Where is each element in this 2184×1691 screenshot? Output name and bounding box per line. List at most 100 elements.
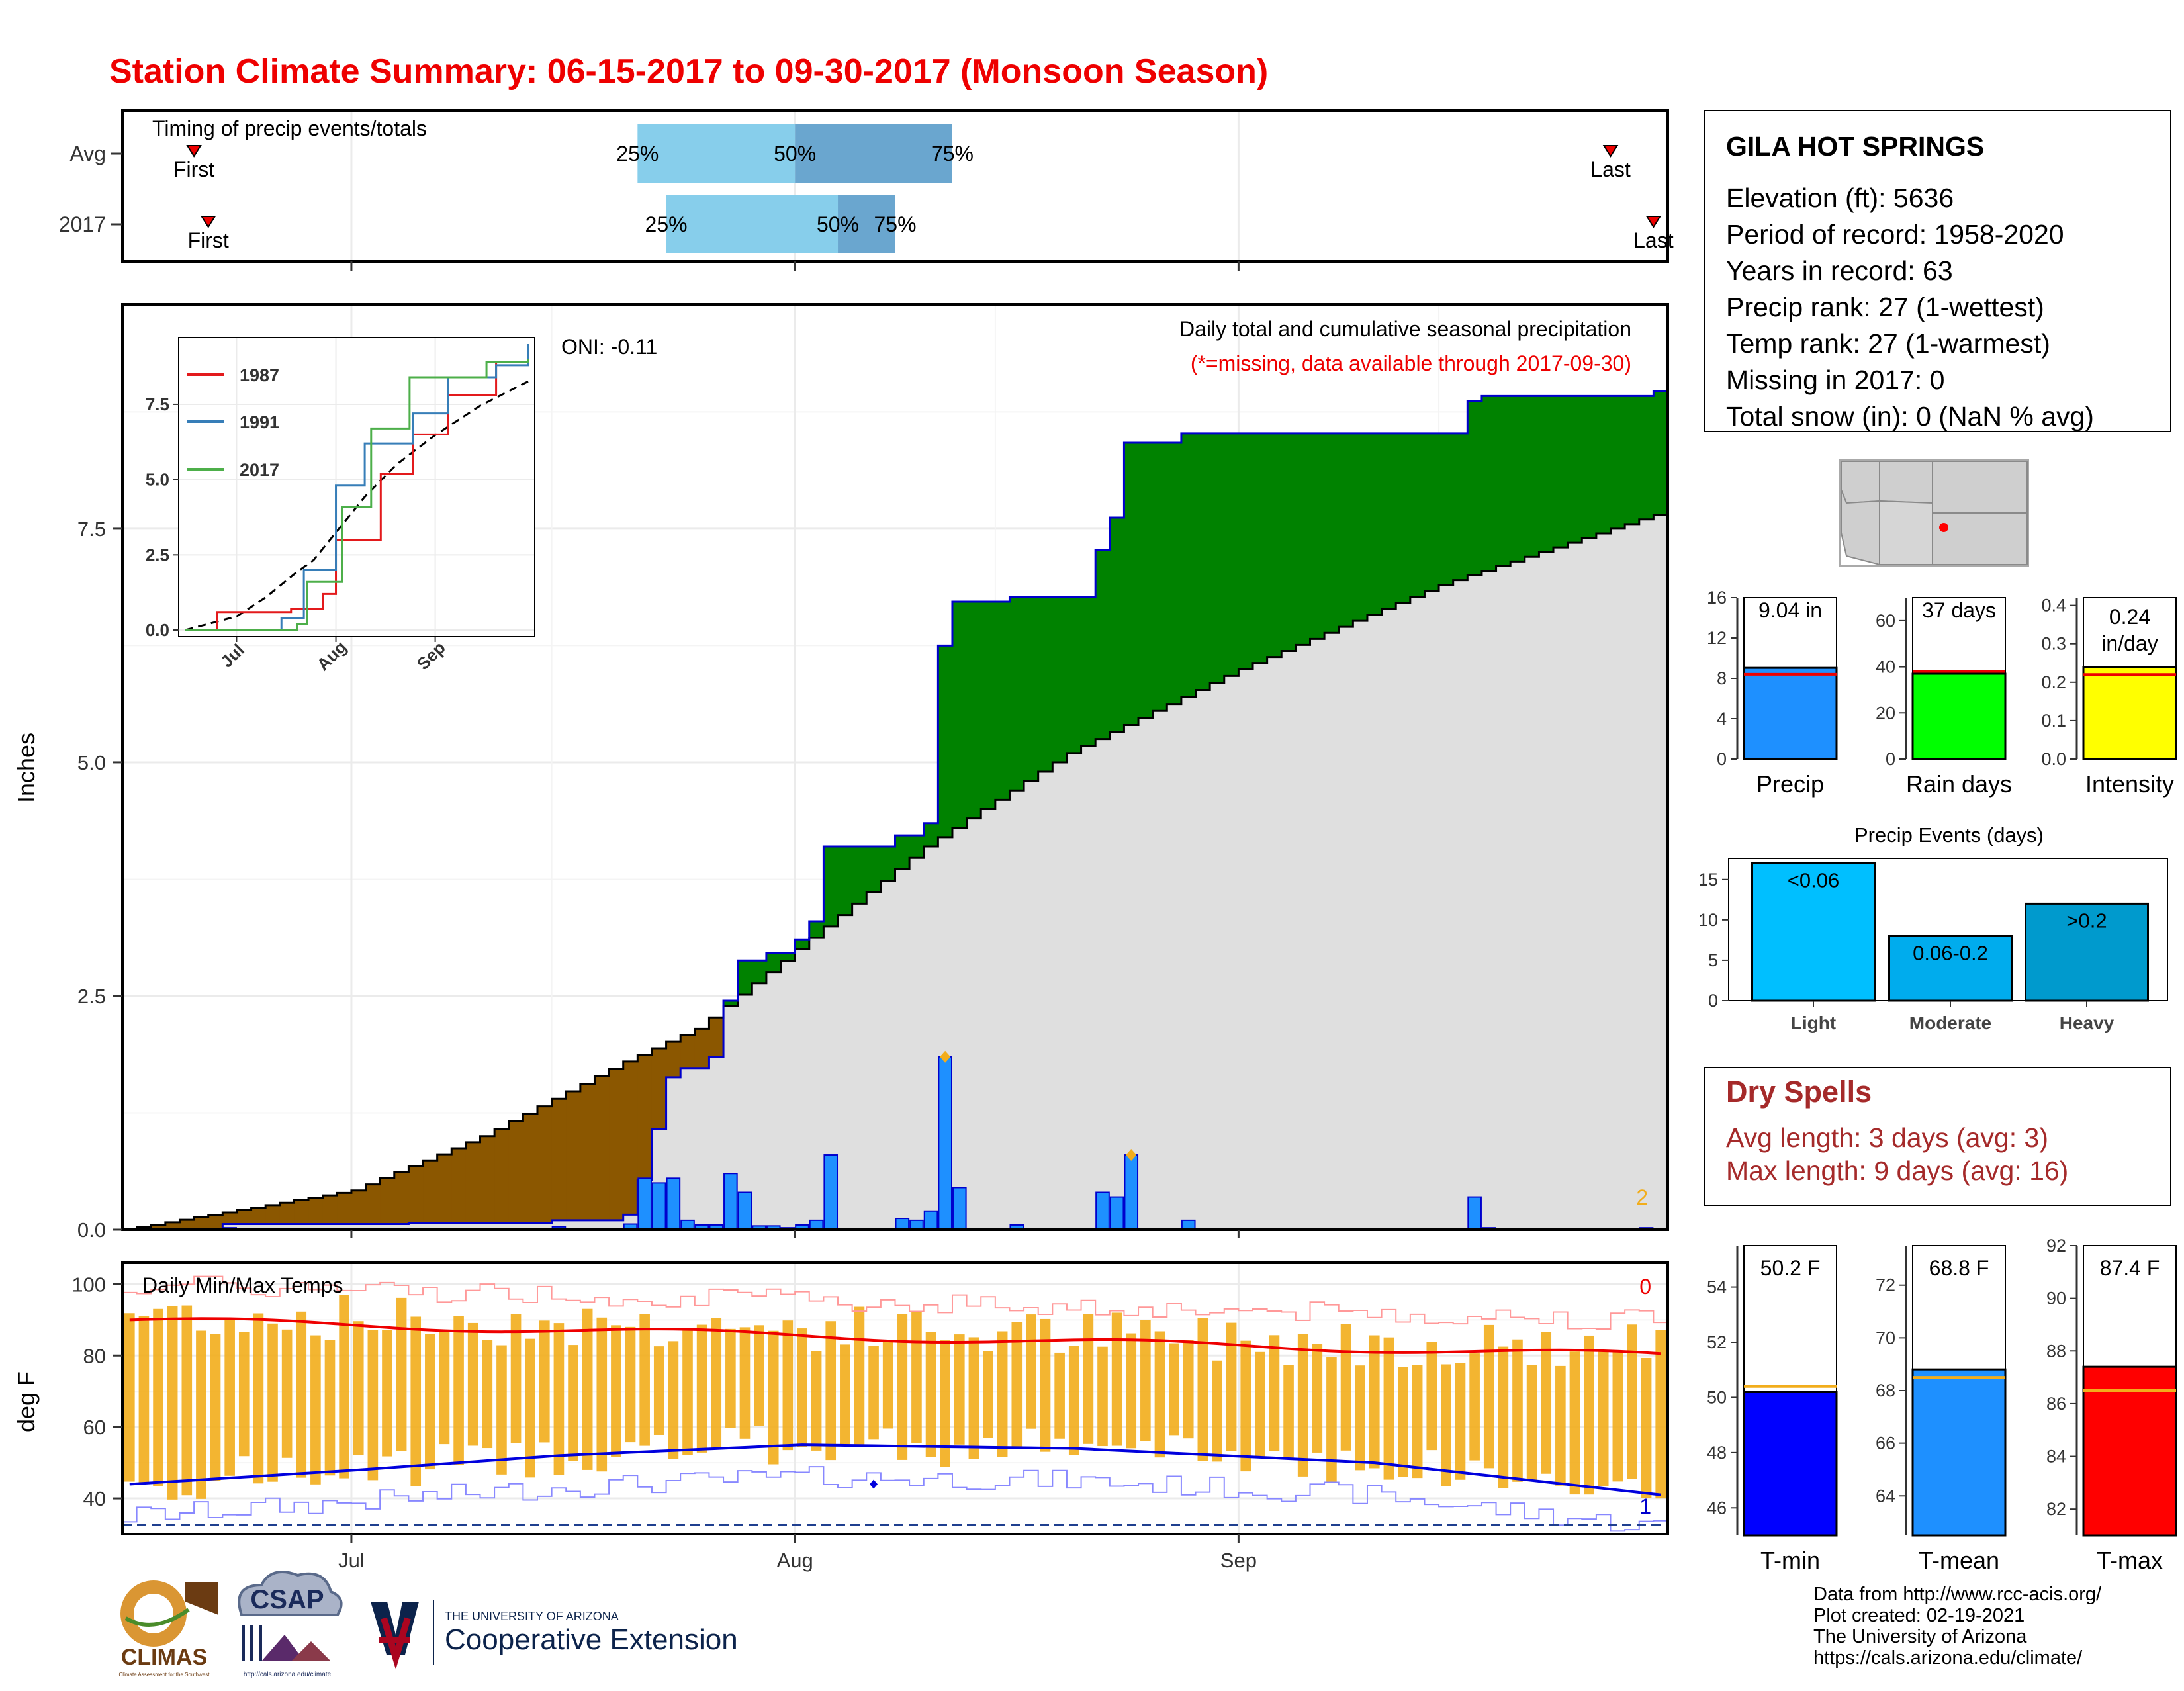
climas-logo: CLIMAS Climate Assessment for the Southw… (119, 1580, 218, 1678)
area-surplus (1524, 396, 1540, 557)
area-deficit (337, 1193, 352, 1224)
footer-line-university: The University of Arizona (1813, 1626, 2027, 1647)
timing-first-marker (186, 145, 202, 158)
area-deficit (408, 1166, 424, 1224)
daily-temp-range-bar (510, 1314, 522, 1443)
area-surplus (823, 846, 839, 927)
area-surplus (1553, 396, 1569, 548)
area-surplus (1596, 396, 1612, 533)
daily-precip-bar (1181, 1219, 1196, 1230)
area-surplus (795, 940, 810, 950)
area-surplus (852, 846, 867, 904)
station-location-marker (1939, 523, 1948, 532)
precip-missing-count: 2 (1636, 1185, 1648, 1209)
temp-bar-tick-label: 90 (2046, 1289, 2066, 1308)
summary-bar-tick-label: 0.0 (2041, 749, 2066, 769)
area-deficit (680, 1035, 696, 1068)
month-x-tick-label: Aug (777, 1549, 813, 1572)
daily-temp-range-bar (1340, 1324, 1351, 1451)
area-surplus (1295, 433, 1311, 645)
daily-temp-range-bar (281, 1329, 293, 1458)
daily-precip-bar (1467, 1196, 1482, 1231)
daily-temp-range-bar (925, 1332, 936, 1457)
daily-temp-range-bar (1240, 1340, 1251, 1472)
daily-temp-range-bar (696, 1324, 707, 1453)
area-surplus (1439, 433, 1454, 585)
daily-temp-range-bar (682, 1328, 693, 1455)
temp-bar-tick-label: 82 (2046, 1499, 2066, 1519)
inset-legend-2017: 2017 (240, 460, 279, 480)
daily-temp-range-bar (968, 1337, 979, 1459)
inset-y-tick-label: 0.0 (146, 620, 169, 640)
daily-temp-range-bar (940, 1340, 950, 1467)
area-deficit (151, 1224, 166, 1230)
timing-q50-label: 50% (774, 142, 816, 165)
temp-bar-tick-label: 54 (1707, 1277, 1727, 1297)
station-line-elevation: Elevation (ft): 5636 (1726, 183, 1954, 213)
oni-label: ONI: -0.11 (561, 335, 657, 359)
area-surplus (1338, 433, 1353, 627)
timing-bar-q25-q50 (666, 195, 839, 253)
daily-temp-range-bar (353, 1321, 364, 1455)
inset-frame (178, 337, 535, 637)
avg-cumulative-line (122, 514, 1668, 1231)
daily-temp-range-bar (1655, 1330, 1666, 1499)
temp-bar-tick-label: 92 (2046, 1236, 2066, 1256)
daily-temp-range-bar (768, 1330, 779, 1465)
timing-q50-label: 50% (817, 212, 859, 236)
timing-q75-label: 75% (874, 212, 916, 236)
area-deficit (666, 1042, 681, 1077)
daily-temp-range-bar (840, 1344, 850, 1445)
area-deficit (437, 1154, 452, 1224)
daily-temp-range-bar (1255, 1351, 1265, 1457)
temp-bar-tick-label: 88 (2046, 1341, 2066, 1361)
daily-temp-range-bar (196, 1330, 206, 1499)
daily-temp-range-bar (1641, 1357, 1652, 1498)
timing-q75-label: 75% (931, 142, 974, 165)
timing-last-marker (1602, 145, 1619, 158)
summary-bar-tick-label: 40 (1876, 657, 1895, 677)
daily-precip-bar (651, 1182, 666, 1230)
daily-temp-range-bar (1569, 1351, 1580, 1495)
daily-temp-range-bar (825, 1321, 837, 1461)
daily-temp-range-bar (1326, 1357, 1337, 1483)
daily-temp-range-bar (467, 1322, 478, 1446)
daily-temp-range-bar (754, 1325, 764, 1426)
inset-y-tick-label: 7.5 (146, 394, 169, 414)
daily-temp-range-bar (582, 1308, 593, 1470)
station-line-missing: Missing in 2017: 0 (1726, 365, 1944, 395)
precip-event-bar-value: >0.2 (2066, 909, 2107, 932)
csap-logo: CSAP http://cals.arizona.edu/climate (238, 1571, 343, 1678)
summary-bar-tick-label: 20 (1876, 703, 1895, 723)
inset-line-1987 (185, 350, 529, 631)
precip-y-tick-label: 7.5 (77, 518, 106, 541)
daily-precip-bar (737, 1191, 752, 1230)
area-surplus (1109, 517, 1125, 733)
precip-y-tick-label: 5.0 (77, 751, 106, 774)
daily-temp-range-bar (1627, 1324, 1637, 1479)
daily-temp-range-bar (639, 1314, 650, 1446)
area-surplus (1152, 442, 1167, 711)
timing-bar-q25-q50 (637, 124, 796, 183)
area-deficit (465, 1142, 481, 1224)
temp-y-axis-label: deg F (13, 1371, 40, 1432)
area-surplus (1224, 433, 1239, 676)
temp-y-tick-label: 100 (71, 1273, 106, 1296)
timing-last-marker (1645, 216, 1662, 228)
area-surplus (1138, 442, 1154, 718)
area-surplus (923, 823, 938, 847)
summary-bar-value: 37 days (1922, 598, 1996, 622)
daily-temp-range-bar (711, 1318, 722, 1449)
ua-logo-small-text: THE UNIVERSITY OF ARIZONA (445, 1610, 619, 1623)
precip-record-marker (1126, 1149, 1137, 1162)
area-deficit (709, 1017, 724, 1057)
timing-label: Timing of precip events/totals (152, 116, 427, 140)
summary-bar-tick-label: 0.3 (2041, 634, 2066, 654)
map-state-co (1879, 461, 1933, 504)
area-deficit (208, 1214, 223, 1230)
daily-precip-bar (938, 1056, 952, 1230)
daily-temp-range-bar (1483, 1324, 1494, 1469)
area-deficit (537, 1106, 553, 1224)
area-deficit (236, 1210, 252, 1224)
daily-precip-bar (1124, 1154, 1139, 1230)
